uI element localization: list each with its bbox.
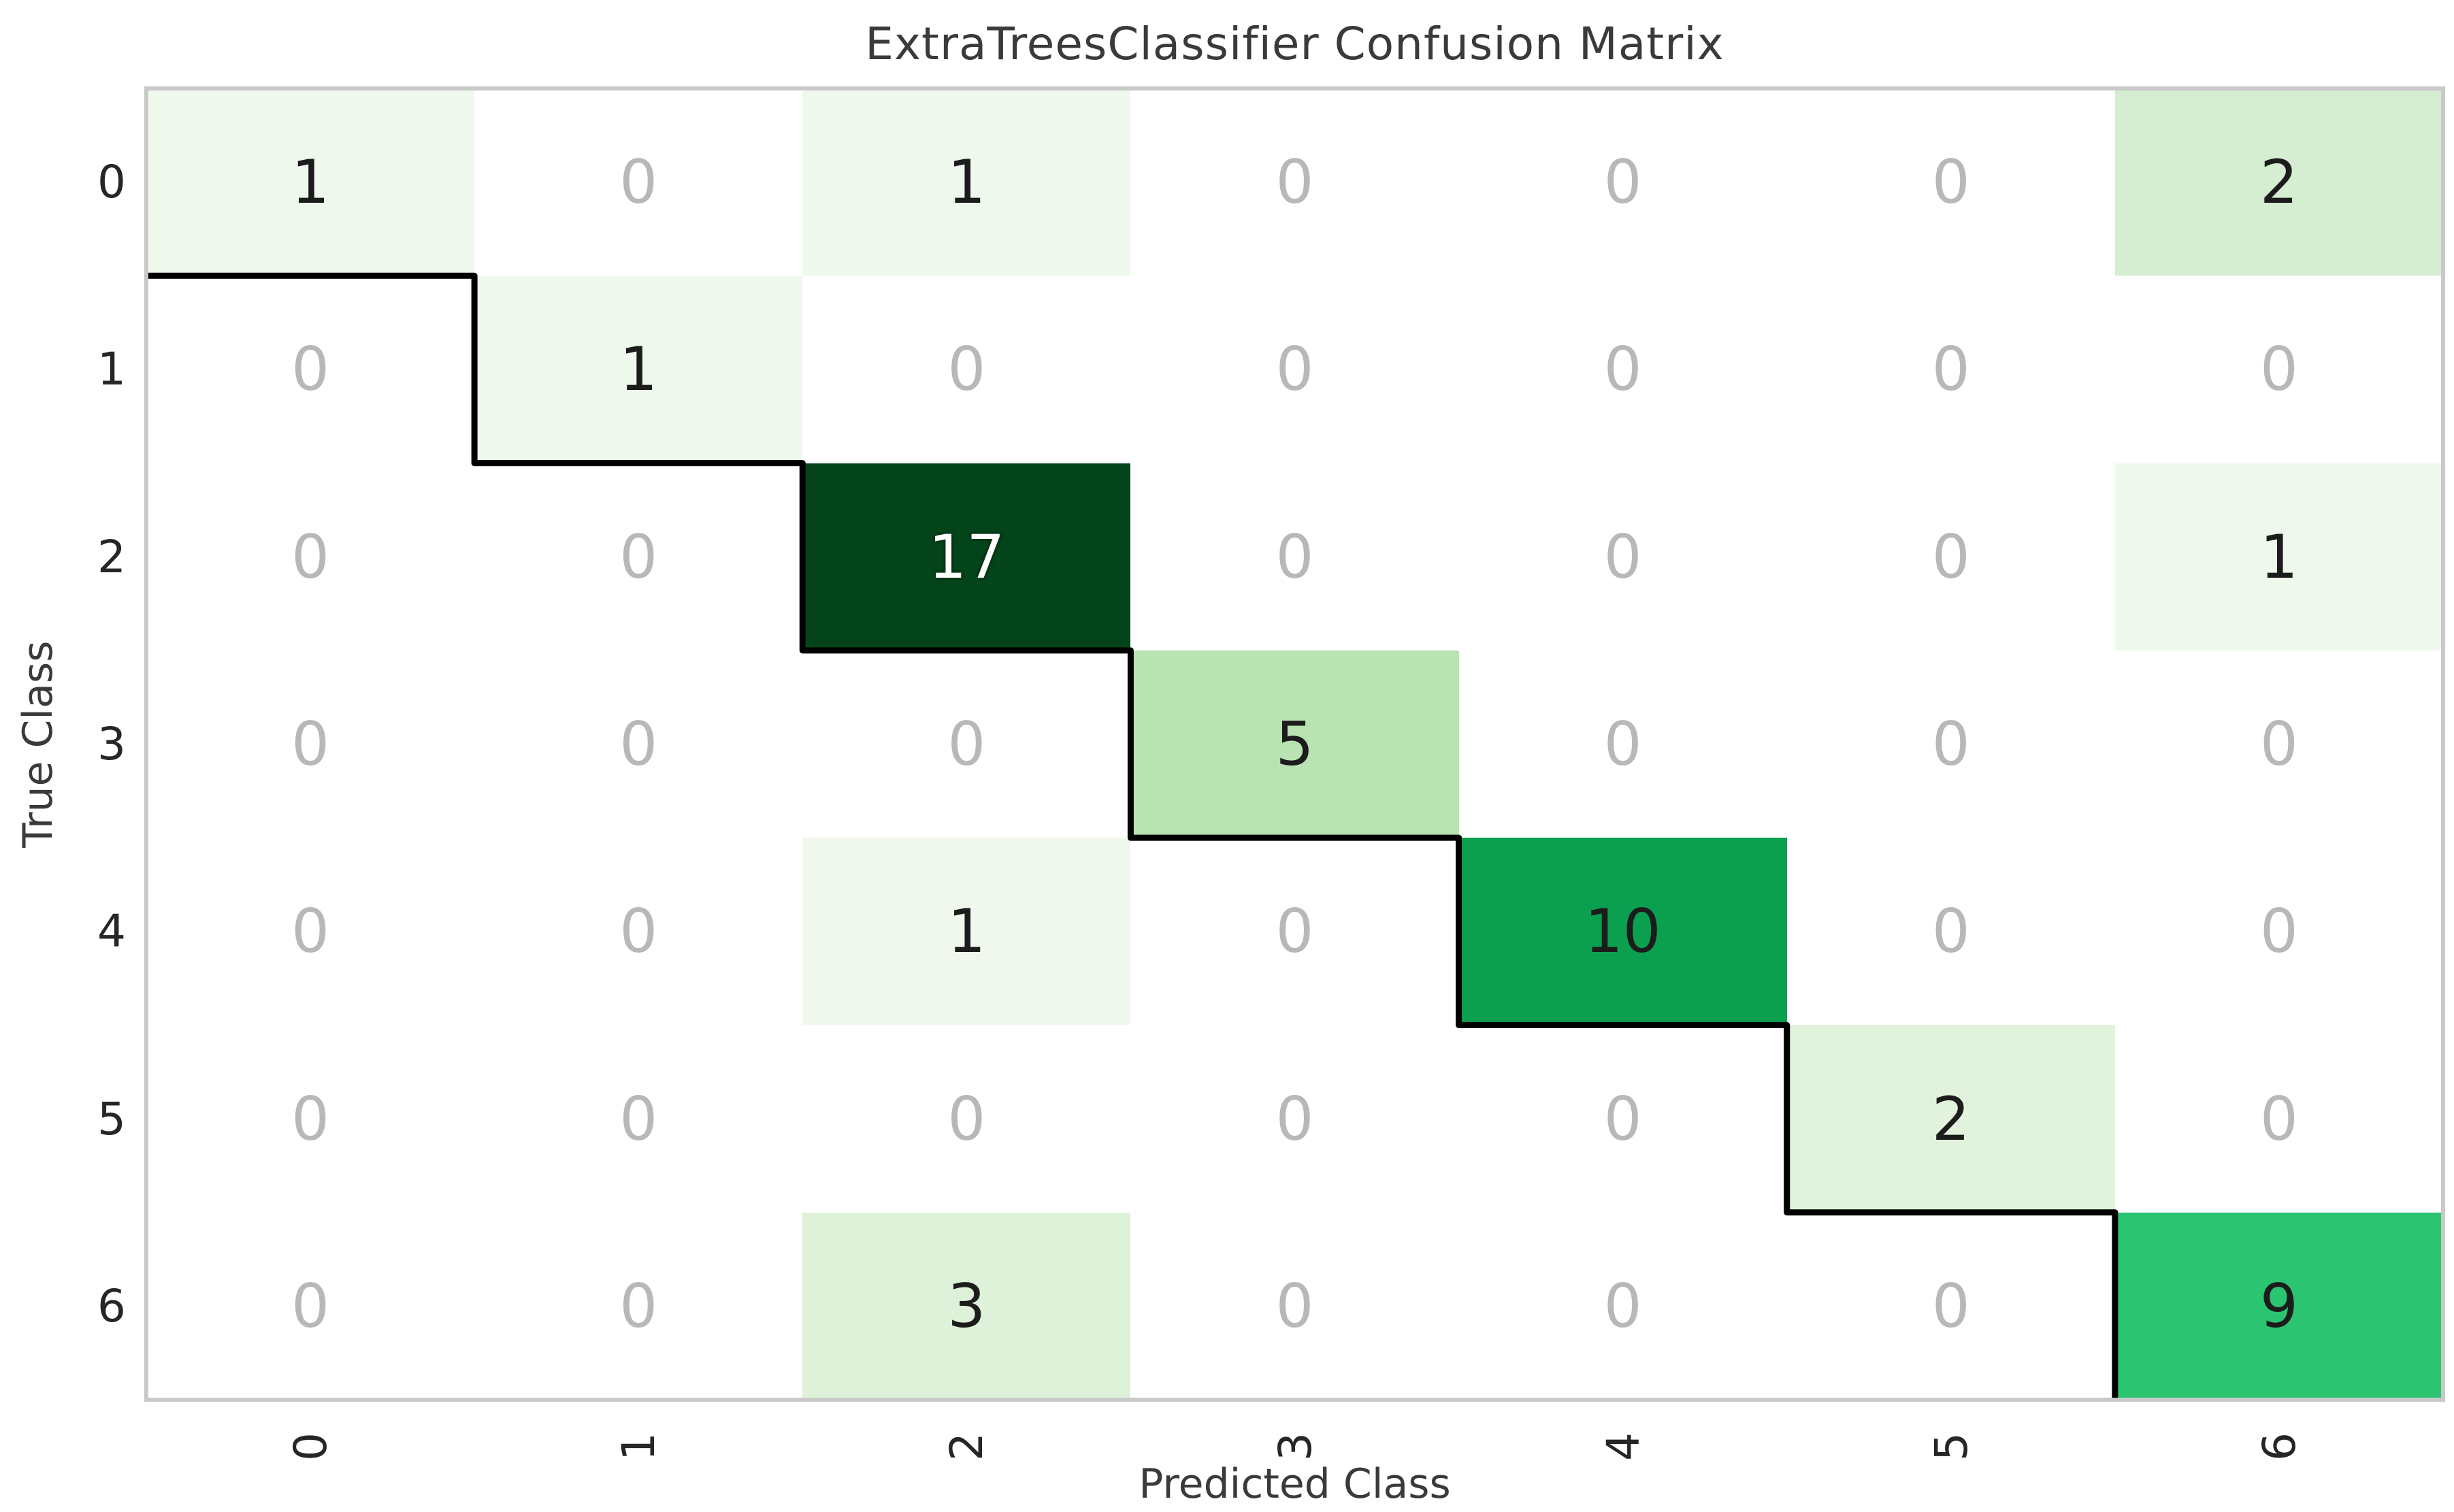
matrix-cell-r6c3: 0 bbox=[1130, 1212, 1459, 1400]
matrix-cell-r0c2: 1 bbox=[802, 88, 1131, 276]
matrix-cell-r3c3: 5 bbox=[1130, 650, 1459, 838]
matrix-cell-r6c0: 0 bbox=[146, 1212, 475, 1400]
matrix-cell-r6c5: 0 bbox=[1786, 1212, 2115, 1400]
matrix-cells: 1 0 1 0 0 0 2 0 1 0 0 0 0 0 0 0 17 0 0 0 1 0 0 0 5 0 0 0 0 0 1 0 10 0 0 0 0 0… bbox=[146, 88, 2443, 1400]
matrix-cell-r3c0: 0 bbox=[146, 650, 475, 838]
matrix-cell-r1c4: 0 bbox=[1458, 276, 1787, 463]
matrix-cell-r0c1: 0 bbox=[474, 88, 803, 276]
matrix-cell-r3c5: 0 bbox=[1786, 650, 2115, 838]
matrix-cell-r3c1: 0 bbox=[474, 650, 803, 838]
plot-area: 1 0 1 0 0 0 2 0 1 0 0 0 0 0 0 0 17 0 0 0 1 0 0 0 5 0 0 0 0 0 1 0 10 0 0 0 0 0… bbox=[144, 86, 2445, 1402]
chart-title: ExtraTreesClassifier Confusion Matrix bbox=[865, 18, 1724, 70]
matrix-cell-r6c2: 3 bbox=[802, 1212, 1131, 1400]
y-tick-label-2: 2 bbox=[97, 530, 126, 583]
y-tick-label-3: 3 bbox=[97, 718, 126, 770]
matrix-cell-r4c6: 0 bbox=[2114, 838, 2443, 1025]
matrix-cell-r6c6: 9 bbox=[2114, 1212, 2443, 1400]
matrix-cell-r4c4: 10 bbox=[1458, 838, 1787, 1025]
matrix-cell-r5c0: 0 bbox=[146, 1025, 475, 1213]
matrix-cell-r0c6: 2 bbox=[2114, 88, 2443, 276]
matrix-cell-r5c6: 0 bbox=[2114, 1025, 2443, 1213]
y-axis-label: True Class bbox=[14, 640, 62, 848]
matrix-cell-r4c1: 0 bbox=[474, 838, 803, 1025]
matrix-cell-r5c3: 0 bbox=[1130, 1025, 1459, 1213]
matrix-cell-r6c1: 0 bbox=[474, 1212, 803, 1400]
matrix-cell-r5c5: 2 bbox=[1786, 1025, 2115, 1213]
matrix-cell-r5c2: 0 bbox=[802, 1025, 1131, 1213]
matrix-cell-r3c2: 0 bbox=[802, 650, 1131, 838]
y-tick-label-5: 5 bbox=[97, 1092, 126, 1145]
matrix-cell-r1c2: 0 bbox=[802, 276, 1131, 463]
matrix-cell-r2c4: 0 bbox=[1458, 463, 1787, 651]
matrix-cell-r3c6: 0 bbox=[2114, 650, 2443, 838]
matrix-cell-r4c2: 1 bbox=[802, 838, 1131, 1025]
matrix-cell-r5c1: 0 bbox=[474, 1025, 803, 1213]
matrix-cell-r4c0: 0 bbox=[146, 838, 475, 1025]
x-axis-label: Predicted Class bbox=[1139, 1460, 1451, 1508]
matrix-cell-r2c0: 0 bbox=[146, 463, 475, 651]
matrix-cell-r0c0: 1 bbox=[146, 88, 475, 276]
matrix-cell-r2c1: 0 bbox=[474, 463, 803, 651]
matrix-cell-r2c5: 0 bbox=[1786, 463, 2115, 651]
matrix-cell-r1c5: 0 bbox=[1786, 276, 2115, 463]
matrix-cell-r2c6: 1 bbox=[2114, 463, 2443, 651]
matrix-cell-r4c3: 0 bbox=[1130, 838, 1459, 1025]
matrix-cell-r5c4: 0 bbox=[1458, 1025, 1787, 1213]
matrix-cell-r1c3: 0 bbox=[1130, 276, 1459, 463]
matrix-cell-r2c2: 17 bbox=[802, 463, 1131, 651]
matrix-cell-r3c4: 0 bbox=[1458, 650, 1787, 838]
matrix-cell-r0c3: 0 bbox=[1130, 88, 1459, 276]
matrix-cell-r1c1: 1 bbox=[474, 276, 803, 463]
matrix-cell-r1c0: 0 bbox=[146, 276, 475, 463]
matrix-cell-r0c5: 0 bbox=[1786, 88, 2115, 276]
matrix-cell-r1c6: 0 bbox=[2114, 276, 2443, 463]
matrix-cell-r0c4: 0 bbox=[1458, 88, 1787, 276]
matrix-cell-r6c4: 0 bbox=[1458, 1212, 1787, 1400]
y-tick-label-4: 4 bbox=[97, 905, 126, 958]
y-tick-label-0: 0 bbox=[97, 156, 126, 209]
y-tick-label-1: 1 bbox=[97, 343, 126, 396]
matrix-cell-r4c5: 0 bbox=[1786, 838, 2115, 1025]
matrix-cell-r2c3: 0 bbox=[1130, 463, 1459, 651]
y-tick-label-6: 6 bbox=[97, 1279, 126, 1332]
